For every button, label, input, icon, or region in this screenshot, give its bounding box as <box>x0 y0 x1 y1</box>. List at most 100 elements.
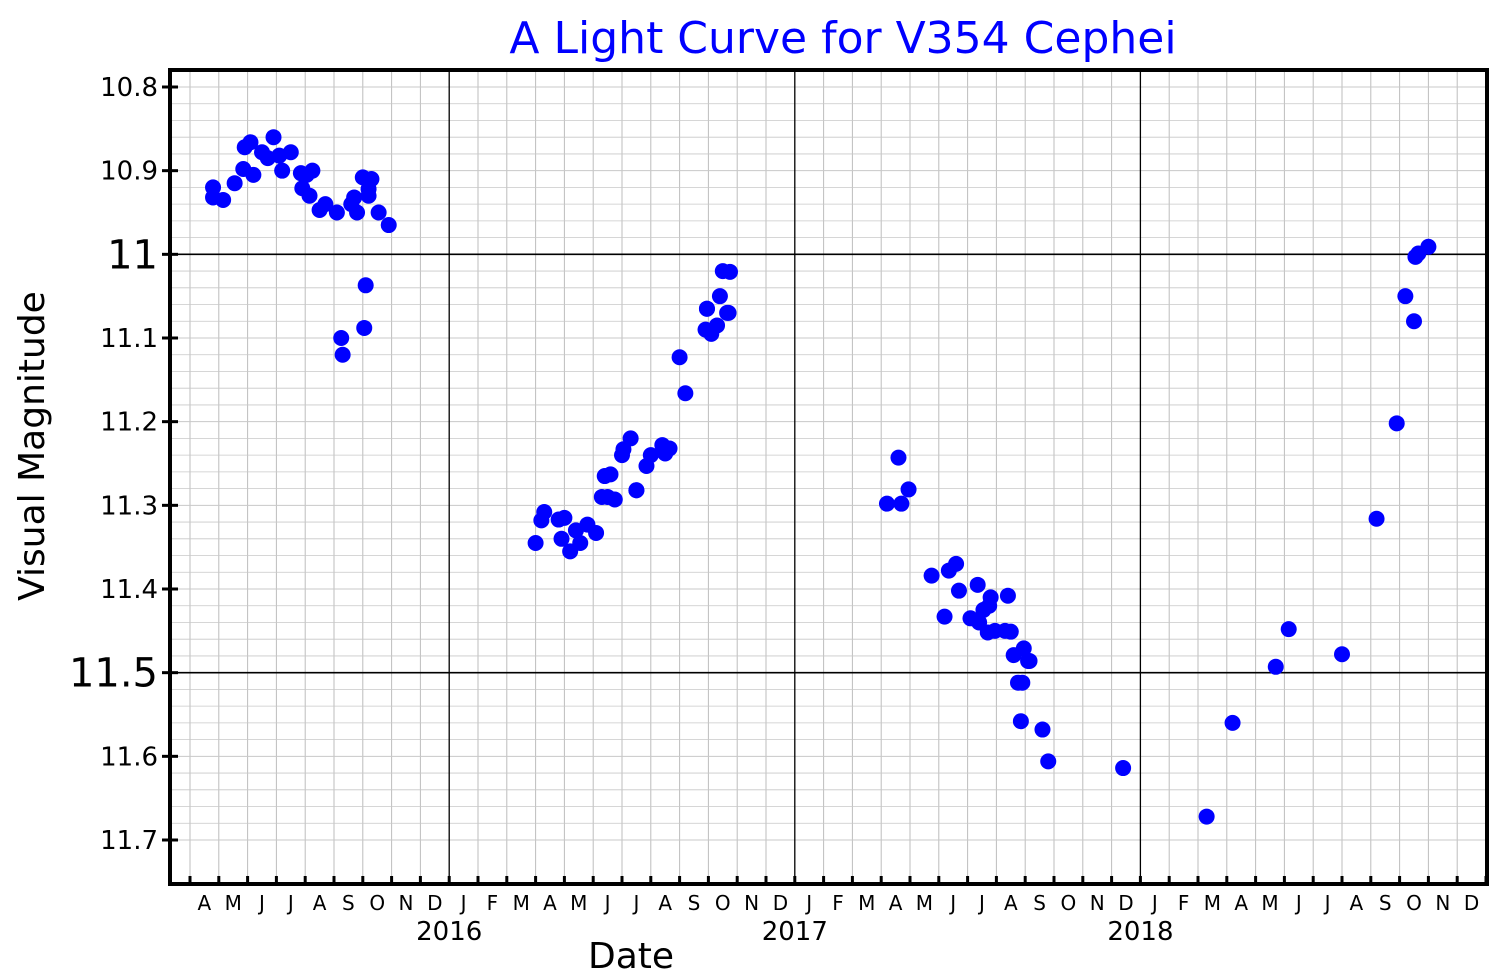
month-label: J <box>459 891 467 915</box>
data-point <box>334 346 351 363</box>
data-point <box>356 319 373 336</box>
month-label: D <box>427 891 442 915</box>
y-tick-label: 11.5 <box>69 651 158 697</box>
data-point <box>370 204 387 221</box>
month-label: J <box>257 891 265 915</box>
data-point <box>677 385 694 402</box>
month-label: S <box>1033 891 1046 915</box>
data-point <box>380 217 397 234</box>
y-tick-label: 11.7 <box>100 826 158 856</box>
data-point <box>878 495 895 512</box>
data-point <box>1198 808 1215 825</box>
month-label: M <box>513 891 530 915</box>
year-label: 2017 <box>762 917 828 947</box>
month-label: A <box>543 891 557 915</box>
month-label: M <box>570 891 587 915</box>
data-point <box>602 466 619 483</box>
month-label: J <box>603 891 611 915</box>
month-label: O <box>715 891 731 915</box>
month-label: M <box>916 891 933 915</box>
month-label: A <box>1350 891 1364 915</box>
data-point <box>215 191 232 208</box>
data-point <box>226 175 243 192</box>
data-point <box>893 495 910 512</box>
month-label: J <box>1294 891 1302 915</box>
data-point <box>274 162 291 179</box>
data-point <box>301 187 318 204</box>
data-point <box>969 576 986 593</box>
month-label: S <box>688 891 701 915</box>
data-point <box>661 440 678 457</box>
data-point <box>328 204 345 221</box>
data-point <box>1115 760 1132 777</box>
month-label: A <box>658 891 672 915</box>
month-label: N <box>1435 891 1450 915</box>
data-points <box>205 129 1437 825</box>
x-axis-label: Date <box>588 936 674 975</box>
data-point <box>349 204 366 221</box>
month-label: A <box>1234 891 1248 915</box>
month-label: J <box>1150 891 1158 915</box>
month-label: M <box>858 891 875 915</box>
month-label: J <box>1323 891 1331 915</box>
data-point <box>1012 713 1029 730</box>
data-point <box>1397 288 1414 305</box>
month-label: A <box>889 891 903 915</box>
y-tick-label: 11 <box>107 232 158 278</box>
data-point <box>890 449 907 466</box>
data-point <box>709 317 726 334</box>
chart-title: A Light Curve for V354 Cephei <box>509 13 1176 64</box>
data-point <box>363 171 380 188</box>
month-label: F <box>1178 891 1190 915</box>
data-point <box>720 304 737 321</box>
data-point <box>923 567 940 584</box>
year-label: 2016 <box>416 917 482 947</box>
month-label: M <box>1261 891 1278 915</box>
data-point <box>622 430 639 447</box>
month-label: D <box>1464 891 1479 915</box>
data-point <box>1334 646 1350 663</box>
plot-frame <box>168 68 1489 886</box>
month-label: N <box>1090 891 1105 915</box>
y-axis-label: Visual Magnitude <box>12 291 53 601</box>
data-point <box>553 530 570 547</box>
y-tick-label: 11.2 <box>100 408 158 438</box>
month-label: J <box>804 891 812 915</box>
data-point <box>900 481 917 498</box>
data-point <box>346 189 363 206</box>
month-label: F <box>487 891 499 915</box>
major-gridlines <box>170 70 1487 884</box>
month-label: M <box>225 891 242 915</box>
data-point <box>948 555 965 572</box>
data-point <box>671 349 688 366</box>
data-point <box>982 589 999 606</box>
y-tick-labels: 10.8 10.9 11 11.1 11.2 11.3 11.4 11.5 11.6 11.7 <box>69 73 158 856</box>
data-point <box>317 196 334 213</box>
data-point <box>999 587 1016 604</box>
month-label: O <box>369 891 385 915</box>
month-label: A <box>198 891 212 915</box>
data-point <box>265 129 282 146</box>
month-label: O <box>1406 891 1422 915</box>
data-point <box>628 482 645 499</box>
data-point <box>1021 652 1038 669</box>
month-label: S <box>342 891 355 915</box>
data-point <box>698 300 715 317</box>
data-point <box>1267 658 1284 675</box>
data-point <box>1368 510 1385 527</box>
month-label: M <box>1204 891 1221 915</box>
data-point <box>333 330 350 346</box>
data-point <box>242 134 259 151</box>
y-tick-label: 11.6 <box>100 742 158 772</box>
data-point <box>1014 674 1031 691</box>
data-point <box>1040 753 1057 770</box>
data-point <box>304 162 321 179</box>
data-point <box>572 534 589 551</box>
data-point <box>936 608 953 625</box>
month-label: A <box>313 891 327 915</box>
month-label: J <box>286 891 294 915</box>
y-tick-label: 11.1 <box>100 324 158 354</box>
month-label: F <box>832 891 844 915</box>
